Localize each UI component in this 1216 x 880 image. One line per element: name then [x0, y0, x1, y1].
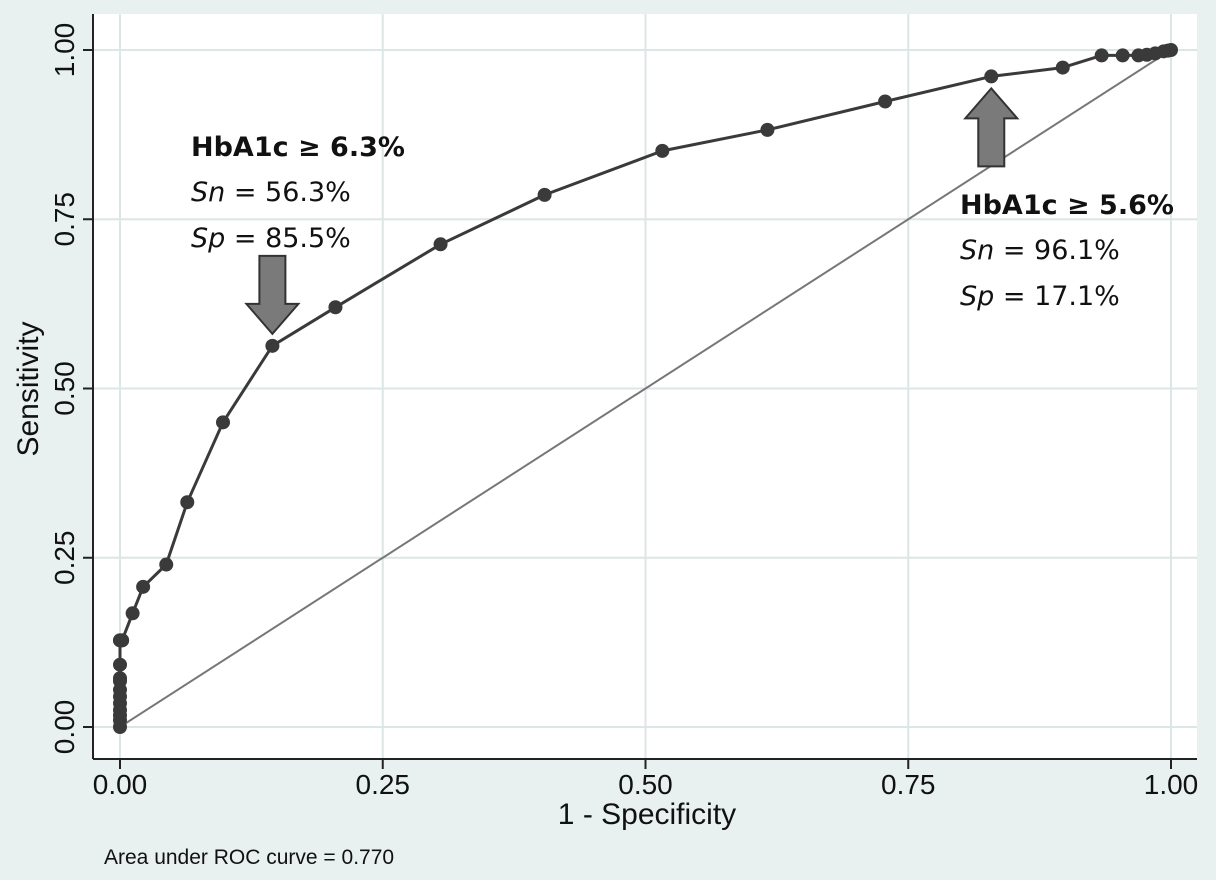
sn-label: Sn [191, 177, 225, 208]
roc-point [136, 579, 151, 594]
roc-point [760, 122, 775, 137]
annotation-arrow [244, 254, 301, 336]
x-tick-label: 0.75 [881, 769, 936, 800]
annotation-title: HbA1c ≥ 6.3% [191, 132, 405, 163]
roc-point [113, 671, 127, 686]
y-tick-label: 0.75 [49, 192, 80, 247]
roc-point [537, 187, 552, 202]
annotation-arrows [244, 86, 1020, 336]
x-tick-label: 0.50 [618, 769, 673, 800]
roc-point [180, 495, 195, 510]
x-tick-label: 0.00 [93, 769, 148, 800]
roc-point [265, 338, 280, 353]
annotation-sp: Sp = 17.1% [960, 281, 1120, 312]
roc-point [1055, 60, 1070, 75]
sp-value: = 85.5% [225, 223, 351, 254]
roc-point [113, 657, 127, 672]
y-tick-label: 1.00 [49, 23, 80, 78]
roc-point [1164, 43, 1178, 57]
annotation-hba1c-5-6: HbA1c ≥ 5.6% Sn = 96.1% Sp = 17.1% [960, 190, 1174, 312]
annotation-sn: Sn = 96.1% [960, 235, 1120, 266]
auc-note: Area under ROC curve = 0.770 [104, 846, 394, 869]
x-tick-label: 1.00 [1144, 769, 1199, 800]
y-axis-title: Sensitivity [12, 321, 45, 456]
roc-point [115, 633, 130, 648]
roc-point [984, 69, 999, 84]
y-tick-label: 0.50 [49, 361, 80, 416]
roc-point [215, 415, 230, 430]
annotation-sn: Sn = 56.3% [191, 177, 351, 208]
sn-value: = 56.3% [225, 177, 351, 208]
roc-points [113, 43, 1178, 734]
roc-point [159, 557, 174, 572]
annotation-hba1c-6-3: HbA1c ≥ 6.3% Sn = 56.3% Sp = 85.5% [191, 132, 405, 254]
sp-label: Sp [191, 223, 225, 254]
sn-value: = 96.1% [994, 235, 1120, 266]
y-tick-label: 0.25 [49, 531, 80, 586]
x-tick-label: 0.25 [356, 769, 411, 800]
roc-point [878, 94, 893, 109]
sp-value: = 17.1% [994, 281, 1120, 312]
sn-label: Sn [960, 235, 994, 266]
sp-label: Sp [960, 281, 994, 312]
annotation-sp: Sp = 85.5% [191, 223, 351, 254]
roc-point [328, 300, 343, 315]
axes: 0.00 0.25 0.50 0.75 1.00 0.00 0.25 0.50 0.75 1.00 [49, 14, 1198, 800]
annotation-title: HbA1c ≥ 5.6% [960, 190, 1174, 221]
y-tick-label: 0.00 [49, 700, 80, 755]
roc-point [1094, 48, 1109, 63]
roc-point [125, 606, 140, 621]
annotation-arrow [963, 86, 1020, 168]
roc-point [655, 143, 670, 158]
x-axis-title: 1 - Specificity [558, 798, 736, 831]
roc-point [1115, 48, 1130, 63]
roc-point [433, 237, 448, 252]
